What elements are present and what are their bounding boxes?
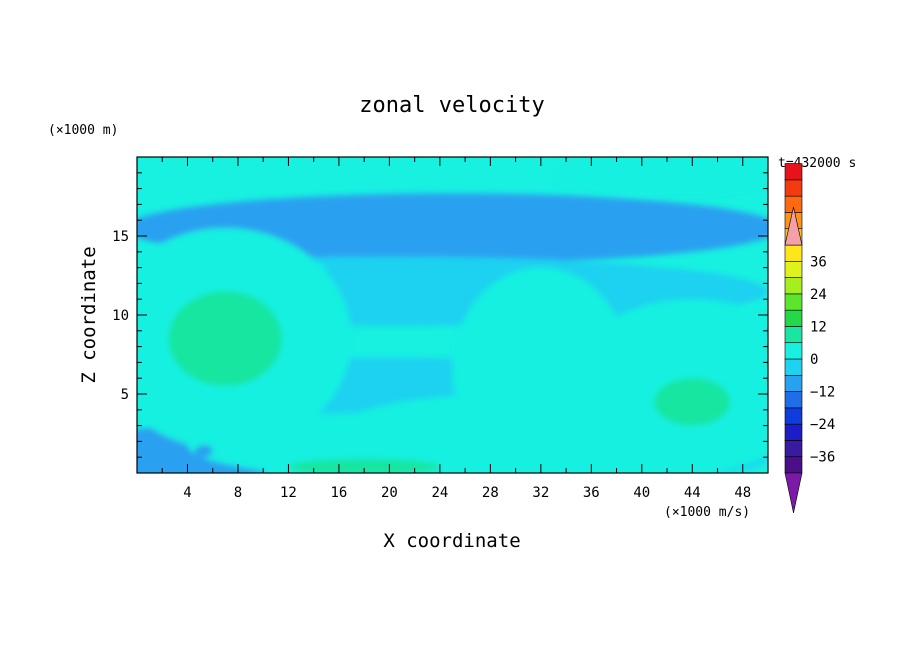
colorbar-swatch bbox=[784, 374, 803, 392]
colorbar-swatch bbox=[784, 407, 803, 425]
y-tick-label: 10 bbox=[112, 308, 129, 324]
colorbar-under-triangle bbox=[784, 472, 803, 514]
x-tick-label: 12 bbox=[280, 485, 297, 501]
y-axis: 5 10 15 bbox=[112, 172, 768, 458]
colorbar-swatch bbox=[784, 260, 803, 278]
contour-region bbox=[616, 161, 743, 191]
colorbar-tick-label: 12 bbox=[810, 319, 827, 335]
x-tick-label: 48 bbox=[734, 485, 751, 501]
contour-region bbox=[137, 256, 327, 279]
colorbar-tick-label: 0 bbox=[810, 352, 818, 368]
contour-region bbox=[137, 193, 768, 263]
colorbar-swatch bbox=[784, 440, 803, 458]
x-tick-label: 28 bbox=[482, 485, 499, 501]
x-tick-label: 16 bbox=[330, 485, 347, 501]
contour-region bbox=[194, 444, 213, 457]
colorbar-swatch bbox=[784, 423, 803, 441]
colorbar-swatch bbox=[784, 244, 803, 262]
colorbar-swatch bbox=[784, 179, 803, 197]
colorbar-swatch bbox=[784, 358, 803, 376]
colorbar-tick-label: −12 bbox=[810, 385, 835, 401]
colorbar-swatch bbox=[784, 163, 803, 181]
colorbar-tick-label: 36 bbox=[810, 254, 827, 270]
colorbar-swatch bbox=[784, 342, 803, 360]
plot-area bbox=[136, 156, 769, 474]
x-tick-label: 24 bbox=[431, 485, 448, 501]
colorbar-swatch bbox=[784, 326, 803, 344]
y-tick-label: 15 bbox=[112, 229, 129, 245]
field-contours bbox=[137, 157, 768, 473]
x-tick-label: 4 bbox=[183, 485, 191, 501]
x-tick-label: 32 bbox=[532, 485, 549, 501]
velocity-field bbox=[137, 157, 768, 473]
colorbar-swatch bbox=[784, 293, 803, 311]
x-tick-label: 20 bbox=[381, 485, 398, 501]
value-units-label: (×1000 m/s) bbox=[664, 505, 750, 520]
colorbar: 36 24 12 0 −12 −24 −36 bbox=[784, 163, 835, 514]
colorbar-swatch bbox=[784, 309, 803, 327]
y-units-label: (×1000 m) bbox=[48, 123, 118, 138]
y-tick-label: 5 bbox=[121, 387, 129, 403]
colorbar-tick-label: −36 bbox=[810, 450, 835, 466]
colorbar-swatch bbox=[784, 456, 803, 474]
colorbar-tick-label: 24 bbox=[810, 287, 827, 303]
contour-region bbox=[364, 422, 516, 461]
colorbar-over-triangle bbox=[784, 206, 803, 246]
colorbar-swatch bbox=[784, 277, 803, 295]
contour-region bbox=[654, 378, 731, 426]
x-tick-label: 44 bbox=[684, 485, 701, 501]
x-axis-label: X coordinate bbox=[383, 530, 520, 552]
contour-region bbox=[477, 307, 604, 434]
y-axis-label: Z coordinate bbox=[78, 246, 100, 383]
chart-title: zonal velocity bbox=[359, 93, 544, 118]
colorbar-tick-label: −24 bbox=[810, 417, 835, 433]
x-tick-label: 8 bbox=[234, 485, 242, 501]
x-axis: 4 8 12 16 20 24 28 32 36 40 44 48 bbox=[161, 157, 751, 501]
contour-region bbox=[288, 458, 440, 473]
x-tick-label: 36 bbox=[583, 485, 600, 501]
contour-region bbox=[168, 291, 283, 387]
colorbar-swatch bbox=[784, 391, 803, 409]
x-tick-label: 40 bbox=[633, 485, 650, 501]
